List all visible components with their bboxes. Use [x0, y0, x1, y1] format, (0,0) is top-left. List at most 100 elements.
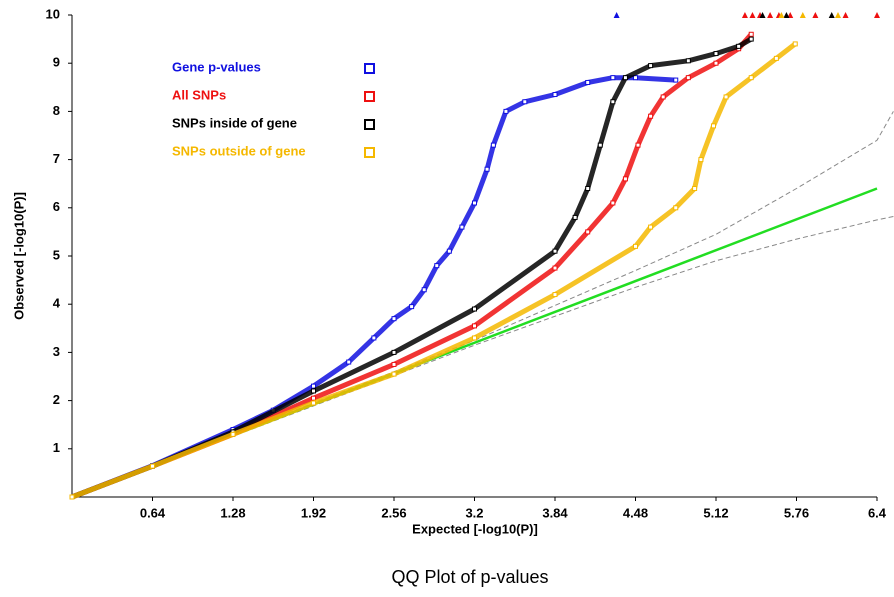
y-tick-label: 1	[53, 440, 60, 455]
point	[472, 335, 477, 341]
point	[230, 431, 236, 437]
point	[610, 200, 616, 206]
y-tick-label: 3	[53, 344, 60, 359]
point	[585, 79, 591, 85]
point	[69, 494, 75, 500]
point	[472, 323, 477, 329]
point	[311, 395, 316, 401]
point	[490, 142, 496, 148]
capped-point	[767, 12, 774, 18]
point	[633, 243, 638, 249]
legend-label: SNPs outside of gene	[172, 143, 306, 158]
capped-point	[787, 12, 794, 18]
point	[346, 359, 352, 365]
point	[792, 41, 798, 47]
x-axis-label: Expected [-log10(P)]	[412, 521, 538, 536]
point	[635, 142, 641, 148]
x-tick-label: 5.76	[784, 505, 809, 520]
series-trace	[71, 75, 676, 500]
y-axis-label: Observed [-log10(P)]	[11, 192, 26, 320]
legend-label: All SNPs	[172, 87, 226, 102]
point	[391, 349, 397, 355]
y-tick-label: 8	[53, 103, 60, 118]
x-tick-label: 5.12	[703, 505, 728, 520]
capped-point	[613, 12, 620, 18]
y-tick-label: 5	[53, 247, 60, 262]
y-tick-label: 7	[53, 151, 60, 166]
x-tick-label: 4.48	[623, 505, 648, 520]
point	[633, 75, 638, 81]
series-trace	[71, 32, 754, 500]
point	[597, 142, 603, 148]
point	[713, 51, 719, 57]
legend-swatch	[364, 147, 375, 158]
point	[622, 75, 628, 81]
x-tick-label: 1.28	[220, 505, 245, 520]
legend-swatch	[364, 63, 375, 74]
point	[673, 77, 679, 83]
capped-point	[835, 12, 842, 18]
capped-point	[812, 12, 819, 18]
point	[723, 94, 729, 100]
point	[685, 75, 691, 81]
point	[685, 58, 691, 64]
point	[585, 229, 591, 235]
y-tick-label: 10	[46, 6, 60, 21]
capped-point	[741, 12, 748, 18]
x-tick-label: 6.4	[868, 505, 887, 520]
point	[736, 43, 742, 49]
confidence-lower	[71, 216, 894, 498]
point	[150, 463, 155, 469]
x-tick-label: 3.84	[542, 505, 568, 520]
point	[434, 263, 440, 269]
point	[391, 371, 397, 377]
confidence-upper	[71, 111, 894, 498]
point	[585, 186, 591, 192]
capped-point	[783, 12, 790, 18]
point	[552, 292, 558, 298]
point	[692, 186, 698, 192]
point	[472, 306, 477, 312]
point	[648, 63, 654, 69]
point	[421, 287, 427, 293]
capped-point	[749, 12, 756, 18]
point	[552, 248, 558, 254]
x-tick-label: 3.2	[465, 505, 483, 520]
point	[622, 176, 628, 182]
point	[748, 75, 754, 81]
point	[552, 92, 558, 98]
x-tick-label: 2.56	[381, 505, 406, 520]
point	[409, 304, 415, 310]
point	[610, 99, 616, 105]
point	[710, 123, 716, 129]
point	[446, 248, 452, 254]
capped-point	[874, 12, 880, 18]
legend-swatch	[364, 91, 375, 102]
point	[459, 224, 465, 230]
point	[773, 55, 779, 61]
point	[552, 265, 558, 271]
point	[648, 224, 654, 230]
point	[673, 205, 679, 211]
point	[311, 388, 316, 394]
capped-point	[778, 12, 785, 18]
point	[522, 99, 528, 105]
capped-point	[842, 12, 849, 18]
point	[472, 200, 477, 206]
point	[311, 400, 316, 406]
point	[572, 214, 578, 220]
y-tick-label: 9	[53, 55, 60, 70]
point	[311, 383, 316, 389]
series-trace	[71, 36, 753, 500]
point	[713, 60, 719, 66]
y-tick-label: 6	[53, 199, 60, 214]
point	[610, 75, 616, 81]
point	[648, 113, 654, 119]
x-tick-label: 0.64	[140, 505, 166, 520]
capped-point	[759, 12, 766, 18]
point	[698, 157, 704, 163]
y-tick-label: 2	[53, 392, 60, 407]
legend-label: SNPs inside of gene	[172, 115, 297, 130]
point	[660, 94, 666, 100]
capped-point	[828, 12, 835, 18]
